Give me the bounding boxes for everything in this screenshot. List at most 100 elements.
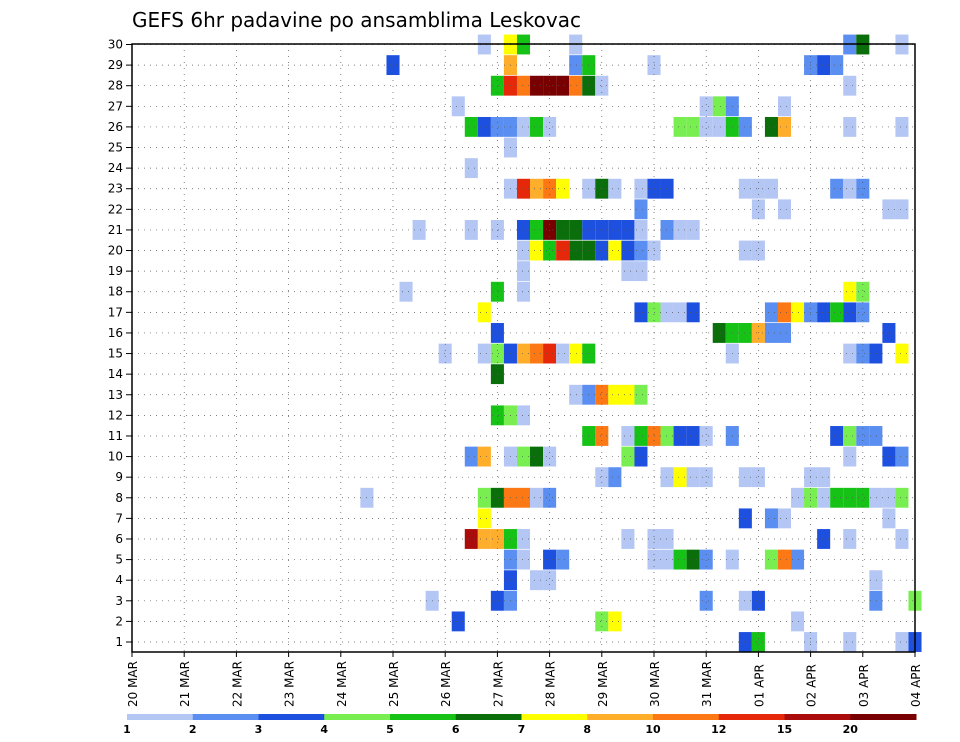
- heatmap-cell: [764, 302, 778, 323]
- y-tick-label: 22: [108, 202, 123, 216]
- heatmap-cell: [438, 343, 452, 364]
- heatmap-cell: [738, 323, 752, 343]
- y-tick-label: 9: [115, 470, 123, 484]
- heatmap-cell: [621, 426, 635, 446]
- x-tick-label: 26 MAR: [439, 661, 453, 707]
- heatmap-cell: [621, 446, 635, 467]
- heatmap-cell: [490, 590, 504, 611]
- heatmap-cell: [516, 220, 531, 240]
- heatmap-cell: [895, 487, 909, 508]
- heatmap-cell: [530, 75, 544, 96]
- heatmap-cell: [869, 343, 883, 364]
- heatmap-cell: [660, 178, 674, 199]
- heatmap-cell: [791, 549, 805, 570]
- heatmap-cell: [830, 302, 844, 323]
- heatmap-cell: [490, 116, 504, 137]
- heatmap-cell: [412, 220, 426, 240]
- y-tick-label: 30: [108, 38, 123, 52]
- heatmap-cell: [791, 487, 805, 508]
- heatmap-cell: [856, 487, 870, 508]
- heatmap-cell: [830, 55, 844, 76]
- x-tick-label: 30 MAR: [648, 661, 662, 707]
- heatmap-cell: [569, 343, 583, 364]
- colorbar-label: 2: [189, 723, 197, 736]
- heatmap-cell: [712, 96, 726, 117]
- heatmap-cell: [673, 549, 687, 570]
- heatmap-cell: [516, 487, 531, 508]
- heatmap-cell: [699, 590, 713, 611]
- heatmap-cell: [516, 405, 531, 426]
- y-tick-label: 17: [108, 305, 123, 319]
- heatmap-cell: [516, 116, 531, 137]
- colorbar-label: 12: [711, 723, 726, 736]
- heatmap-cell: [777, 323, 792, 343]
- heatmap-cell: [895, 632, 909, 652]
- colorbar-label: 15: [777, 723, 792, 736]
- colorbar: 1 2 3 4 5 6 7 8 10 12 15 20: [123, 714, 917, 736]
- colorbar-swatch: [127, 714, 194, 720]
- heatmap-cell: [477, 508, 491, 529]
- heatmap-cell: [516, 446, 531, 467]
- heatmap-cell: [673, 426, 687, 446]
- heatmap-cell: [777, 302, 792, 323]
- heatmap-cell: [543, 343, 557, 364]
- y-tick-label: 13: [108, 388, 123, 402]
- heatmap-cell: [830, 178, 844, 199]
- y-tick-label: 16: [108, 326, 123, 340]
- heatmap-cell: [490, 529, 504, 549]
- heatmap-cell: [764, 178, 778, 199]
- heatmap-cell: [464, 529, 478, 549]
- heatmap-cell: [660, 529, 674, 549]
- heatmap-cell: [399, 281, 413, 302]
- heatmap-cell: [712, 323, 726, 343]
- heatmap-cell: [738, 240, 752, 261]
- heatmap-cell: [556, 75, 570, 96]
- heatmap-cell: [477, 446, 491, 467]
- heatmap-cell: [895, 529, 909, 549]
- heatmap-cell: [569, 75, 583, 96]
- colorbar-swatch: [192, 714, 259, 720]
- colorbar-swatch: [455, 714, 522, 720]
- heatmap-cell: [856, 343, 870, 364]
- heatmap-cell: [856, 302, 870, 323]
- heatmap-cell: [660, 467, 674, 488]
- heatmap-cell: [451, 611, 465, 632]
- heatmap-cell: [608, 467, 622, 488]
- heatmap-cell: [699, 426, 713, 446]
- colorbar-label: 7: [518, 723, 526, 736]
- heatmap-cell: [621, 384, 635, 405]
- heatmap-cell: [751, 590, 765, 611]
- x-tick-label: 28 MAR: [544, 661, 558, 707]
- heatmap-cell: [634, 426, 648, 446]
- heatmap-cell: [699, 467, 713, 488]
- heatmap-cell: [595, 384, 609, 405]
- heatmap-cell: [869, 487, 883, 508]
- heatmap-cell: [843, 343, 857, 364]
- heatmap-cell: [738, 116, 752, 137]
- heatmap-cell: [490, 343, 504, 364]
- y-tick-label: 27: [108, 99, 123, 113]
- y-tick-label: 24: [108, 161, 123, 175]
- heatmap-cell: [869, 426, 883, 446]
- heatmap-cell: [569, 384, 583, 405]
- heatmap-cell: [530, 240, 544, 261]
- heatmap-cell: [490, 220, 504, 240]
- heatmap-cell: [895, 116, 909, 137]
- heatmap-cell: [634, 199, 648, 220]
- heatmap-cell: [843, 529, 857, 549]
- y-tick-label: 23: [108, 182, 123, 196]
- x-tick-label: 01 APR: [752, 664, 766, 707]
- heatmap-cell: [634, 384, 648, 405]
- y-axis: 1234567891011121314151617181920212223242…: [108, 38, 132, 649]
- heatmap-cell: [817, 529, 831, 549]
- heatmap-cell: [530, 570, 544, 591]
- heatmap-cell: [712, 116, 726, 137]
- heatmap-cell: [464, 158, 478, 179]
- colorbar-label: 20: [843, 723, 859, 736]
- heatmap-cell: [477, 343, 491, 364]
- heatmap-cell: [660, 549, 674, 570]
- heatmap-cell: [569, 220, 583, 240]
- heatmap-cell: [764, 323, 778, 343]
- heatmap-cell: [777, 199, 792, 220]
- heatmap-cell: [543, 446, 557, 467]
